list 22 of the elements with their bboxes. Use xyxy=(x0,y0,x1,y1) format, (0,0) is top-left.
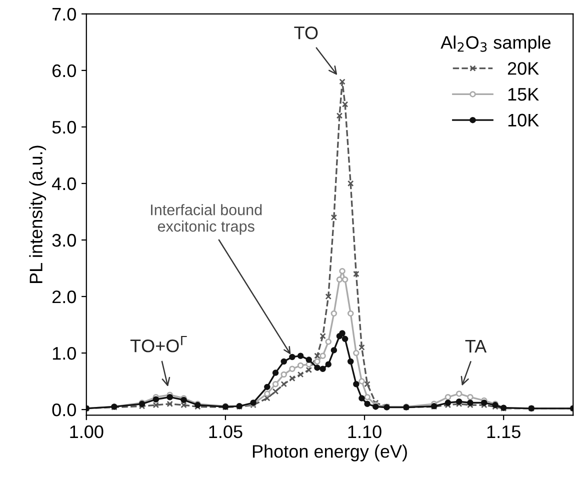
y-tick-label: 5.0 xyxy=(52,120,76,134)
annotation: TA xyxy=(465,340,487,352)
y-tick-label: 0.0 xyxy=(52,403,76,416)
y-tick-label: 7.0 xyxy=(52,8,76,21)
y-tick-label: 3.0 xyxy=(52,234,76,247)
x-tick-label: 1.10 xyxy=(348,425,382,438)
annotation: TO+O$^{Γ}$ xyxy=(130,336,187,352)
y-tick-label: 2.0 xyxy=(52,290,76,304)
y-tick-label: 6.0 xyxy=(52,64,76,78)
legend-title: Al$_{2}$O$_{3}$ sample xyxy=(440,36,551,52)
legend-label: 15K xyxy=(508,88,539,101)
annotation: Interfacial bound excitonic traps xyxy=(151,204,262,235)
legend-label: 10K xyxy=(508,114,539,127)
x-axis-title: Photon energy (eV) xyxy=(252,444,407,462)
annotation: TO xyxy=(294,26,318,40)
y-axis-title: PL intensity (a.u.) xyxy=(29,146,46,283)
legend-label: 20K xyxy=(508,62,539,75)
y-tick-label: 4.0 xyxy=(52,177,76,190)
y-tick-label: 1.0 xyxy=(52,346,76,360)
x-tick-label: 1.15 xyxy=(487,426,520,438)
x-tick-label: 1.00 xyxy=(70,425,104,438)
x-tick-label: 1.05 xyxy=(209,425,242,438)
